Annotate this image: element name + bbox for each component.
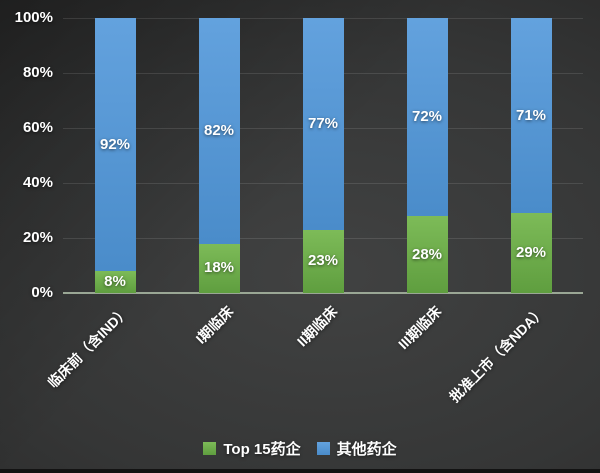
bar-segment-top15 (94, 271, 136, 293)
legend-item: 其他药企 (316, 438, 397, 459)
data-label-other: 77% (307, 114, 339, 132)
legend-swatch-icon (316, 442, 330, 455)
y-tick-label: 20% (22, 229, 53, 246)
bar-segment-other (510, 18, 552, 214)
bar-segment-top15 (406, 216, 448, 293)
y-tick-label: 0% (31, 284, 53, 301)
legend-swatch-icon (203, 442, 217, 455)
data-label-top15: 29% (515, 244, 547, 262)
legend-item: Top 15药企 (203, 438, 301, 459)
y-tick-label: 100% (14, 9, 53, 26)
bar-segment-top15 (302, 229, 344, 293)
bar-segment-other (198, 18, 240, 244)
data-label-top15: 23% (307, 252, 339, 270)
bar-segment-other (94, 18, 136, 271)
data-label-other: 82% (203, 121, 235, 139)
legend: Top 15药企 其他药企 (0, 438, 600, 459)
x-axis-line (63, 292, 583, 294)
data-label-top15: 8% (104, 273, 126, 290)
bar-segment-top15 (198, 243, 240, 293)
bar-segment-other (302, 18, 344, 230)
legend-label: 其他药企 (336, 441, 397, 458)
data-label-top15: 28% (411, 245, 443, 263)
legend-label: Top 15药企 (223, 441, 301, 458)
data-label-other: 71% (515, 106, 547, 124)
bar-segment-top15 (510, 213, 552, 293)
bar-segment-other (406, 18, 448, 216)
bottom-border (0, 469, 600, 473)
y-tick-label: 60% (22, 119, 53, 136)
data-label-other: 92% (99, 135, 131, 153)
data-label-other: 72% (411, 108, 443, 125)
data-label-top15: 18% (203, 259, 235, 277)
y-tick-label: 80% (22, 64, 53, 81)
y-tick-label: 40% (22, 174, 53, 191)
